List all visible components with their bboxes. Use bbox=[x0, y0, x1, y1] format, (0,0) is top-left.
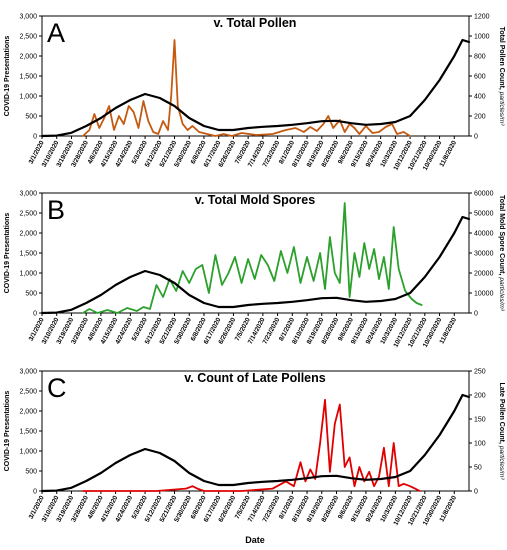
left-tick-label: 1,000 bbox=[19, 271, 37, 278]
left-tick-label: 1,000 bbox=[19, 449, 37, 456]
right-axis-title: Total Mold Spore Count, particles/m³ bbox=[498, 195, 505, 312]
right-axis-title: Late Pollen Count, particles/m³ bbox=[498, 383, 505, 481]
count-series-line bbox=[82, 202, 423, 314]
right-tick-label: 100 bbox=[474, 441, 486, 448]
x-axis-title: Date bbox=[245, 535, 265, 545]
right-tick-label: 800 bbox=[474, 54, 486, 61]
left-axis-title: COVID-19 Presentations bbox=[4, 36, 11, 117]
right-tick-label: 250 bbox=[474, 369, 486, 376]
left-tick-label: 3,000 bbox=[19, 14, 37, 21]
left-tick-label: 0 bbox=[33, 134, 37, 141]
left-tick-label: 1,500 bbox=[19, 429, 37, 436]
panel-letter: B bbox=[47, 195, 65, 225]
left-tick-label: 500 bbox=[25, 114, 37, 121]
chart-panel-b: 0 500 1,000 1,500 2,000 2,500 3,000 0 10000 20000… bbox=[4, 191, 505, 349]
left-tick-label: 2,500 bbox=[19, 211, 37, 218]
right-tick-label: 50 bbox=[474, 465, 482, 472]
left-tick-label: 1,500 bbox=[19, 251, 37, 258]
left-tick-label: 500 bbox=[25, 291, 37, 298]
left-tick-label: 2,000 bbox=[19, 54, 37, 61]
chart-panel-a: 0 500 1,000 1,500 2,000 2,500 3,000 0 200 400 600 8… bbox=[4, 14, 505, 172]
right-tick-label: 40000 bbox=[474, 231, 494, 238]
left-tick-label: 3,000 bbox=[19, 369, 37, 376]
covid-presentations-line bbox=[40, 393, 471, 493]
right-axis-title-unit: particles/m³ bbox=[498, 445, 505, 480]
right-tick-label: 150 bbox=[474, 417, 486, 424]
left-tick-label: 2,500 bbox=[19, 389, 37, 396]
right-tick-label: 10000 bbox=[474, 291, 494, 298]
left-tick-label: 1,000 bbox=[19, 94, 37, 101]
right-tick-label: 1200 bbox=[474, 14, 490, 21]
right-axis-title: Total Pollen Count, particles/m³ bbox=[498, 27, 505, 127]
chart-title: v. Total Pollen bbox=[214, 16, 297, 30]
count-series-line bbox=[82, 398, 421, 492]
chart-panel-c: 0 500 1,000 1,500 2,000 2,500 3,000 0 50 100 150 20… bbox=[4, 369, 505, 527]
right-tick-label: 30000 bbox=[474, 251, 494, 258]
covid-presentations-line bbox=[40, 38, 471, 138]
left-tick-label: 0 bbox=[33, 311, 37, 318]
right-tick-label: 0 bbox=[474, 134, 478, 141]
left-tick-label: 2,000 bbox=[19, 231, 37, 238]
right-tick-label: 200 bbox=[474, 114, 486, 121]
right-axis-title-main: Total Pollen Count, bbox=[498, 27, 505, 92]
right-axis-title-main: Late Pollen Count, bbox=[498, 383, 505, 446]
right-axis-title-main: Total Mold Spore Count, bbox=[498, 195, 505, 277]
right-tick-label: 1000 bbox=[474, 34, 490, 41]
left-axis-title: COVID-19 Presentations bbox=[4, 391, 11, 472]
right-tick-label: 20000 bbox=[474, 271, 494, 278]
right-axis-title-unit: particles/m³ bbox=[498, 91, 505, 126]
right-axis-title-unit: particles/m³ bbox=[498, 276, 505, 311]
right-tick-label: 50000 bbox=[474, 211, 494, 218]
left-axis-title: COVID-19 Presentations bbox=[4, 213, 11, 294]
panel-letter: A bbox=[47, 18, 65, 48]
left-tick-label: 0 bbox=[33, 489, 37, 496]
left-tick-label: 3,000 bbox=[19, 191, 37, 198]
covid-presentations-line bbox=[40, 215, 471, 315]
right-tick-label: 60000 bbox=[474, 191, 494, 198]
left-tick-label: 2,000 bbox=[19, 409, 37, 416]
panel-letter: C bbox=[47, 373, 67, 403]
count-series-line bbox=[82, 39, 412, 137]
right-tick-label: 0 bbox=[474, 311, 478, 318]
right-tick-label: 600 bbox=[474, 74, 486, 81]
left-tick-label: 2,500 bbox=[19, 34, 37, 41]
chart-title: v. Total Mold Spores bbox=[195, 193, 315, 207]
chart-title: v. Count of Late Pollens bbox=[184, 371, 325, 385]
right-tick-label: 0 bbox=[474, 489, 478, 496]
left-tick-label: 1,500 bbox=[19, 74, 37, 81]
left-tick-label: 500 bbox=[25, 469, 37, 476]
right-tick-label: 200 bbox=[474, 393, 486, 400]
right-tick-label: 400 bbox=[474, 94, 486, 101]
